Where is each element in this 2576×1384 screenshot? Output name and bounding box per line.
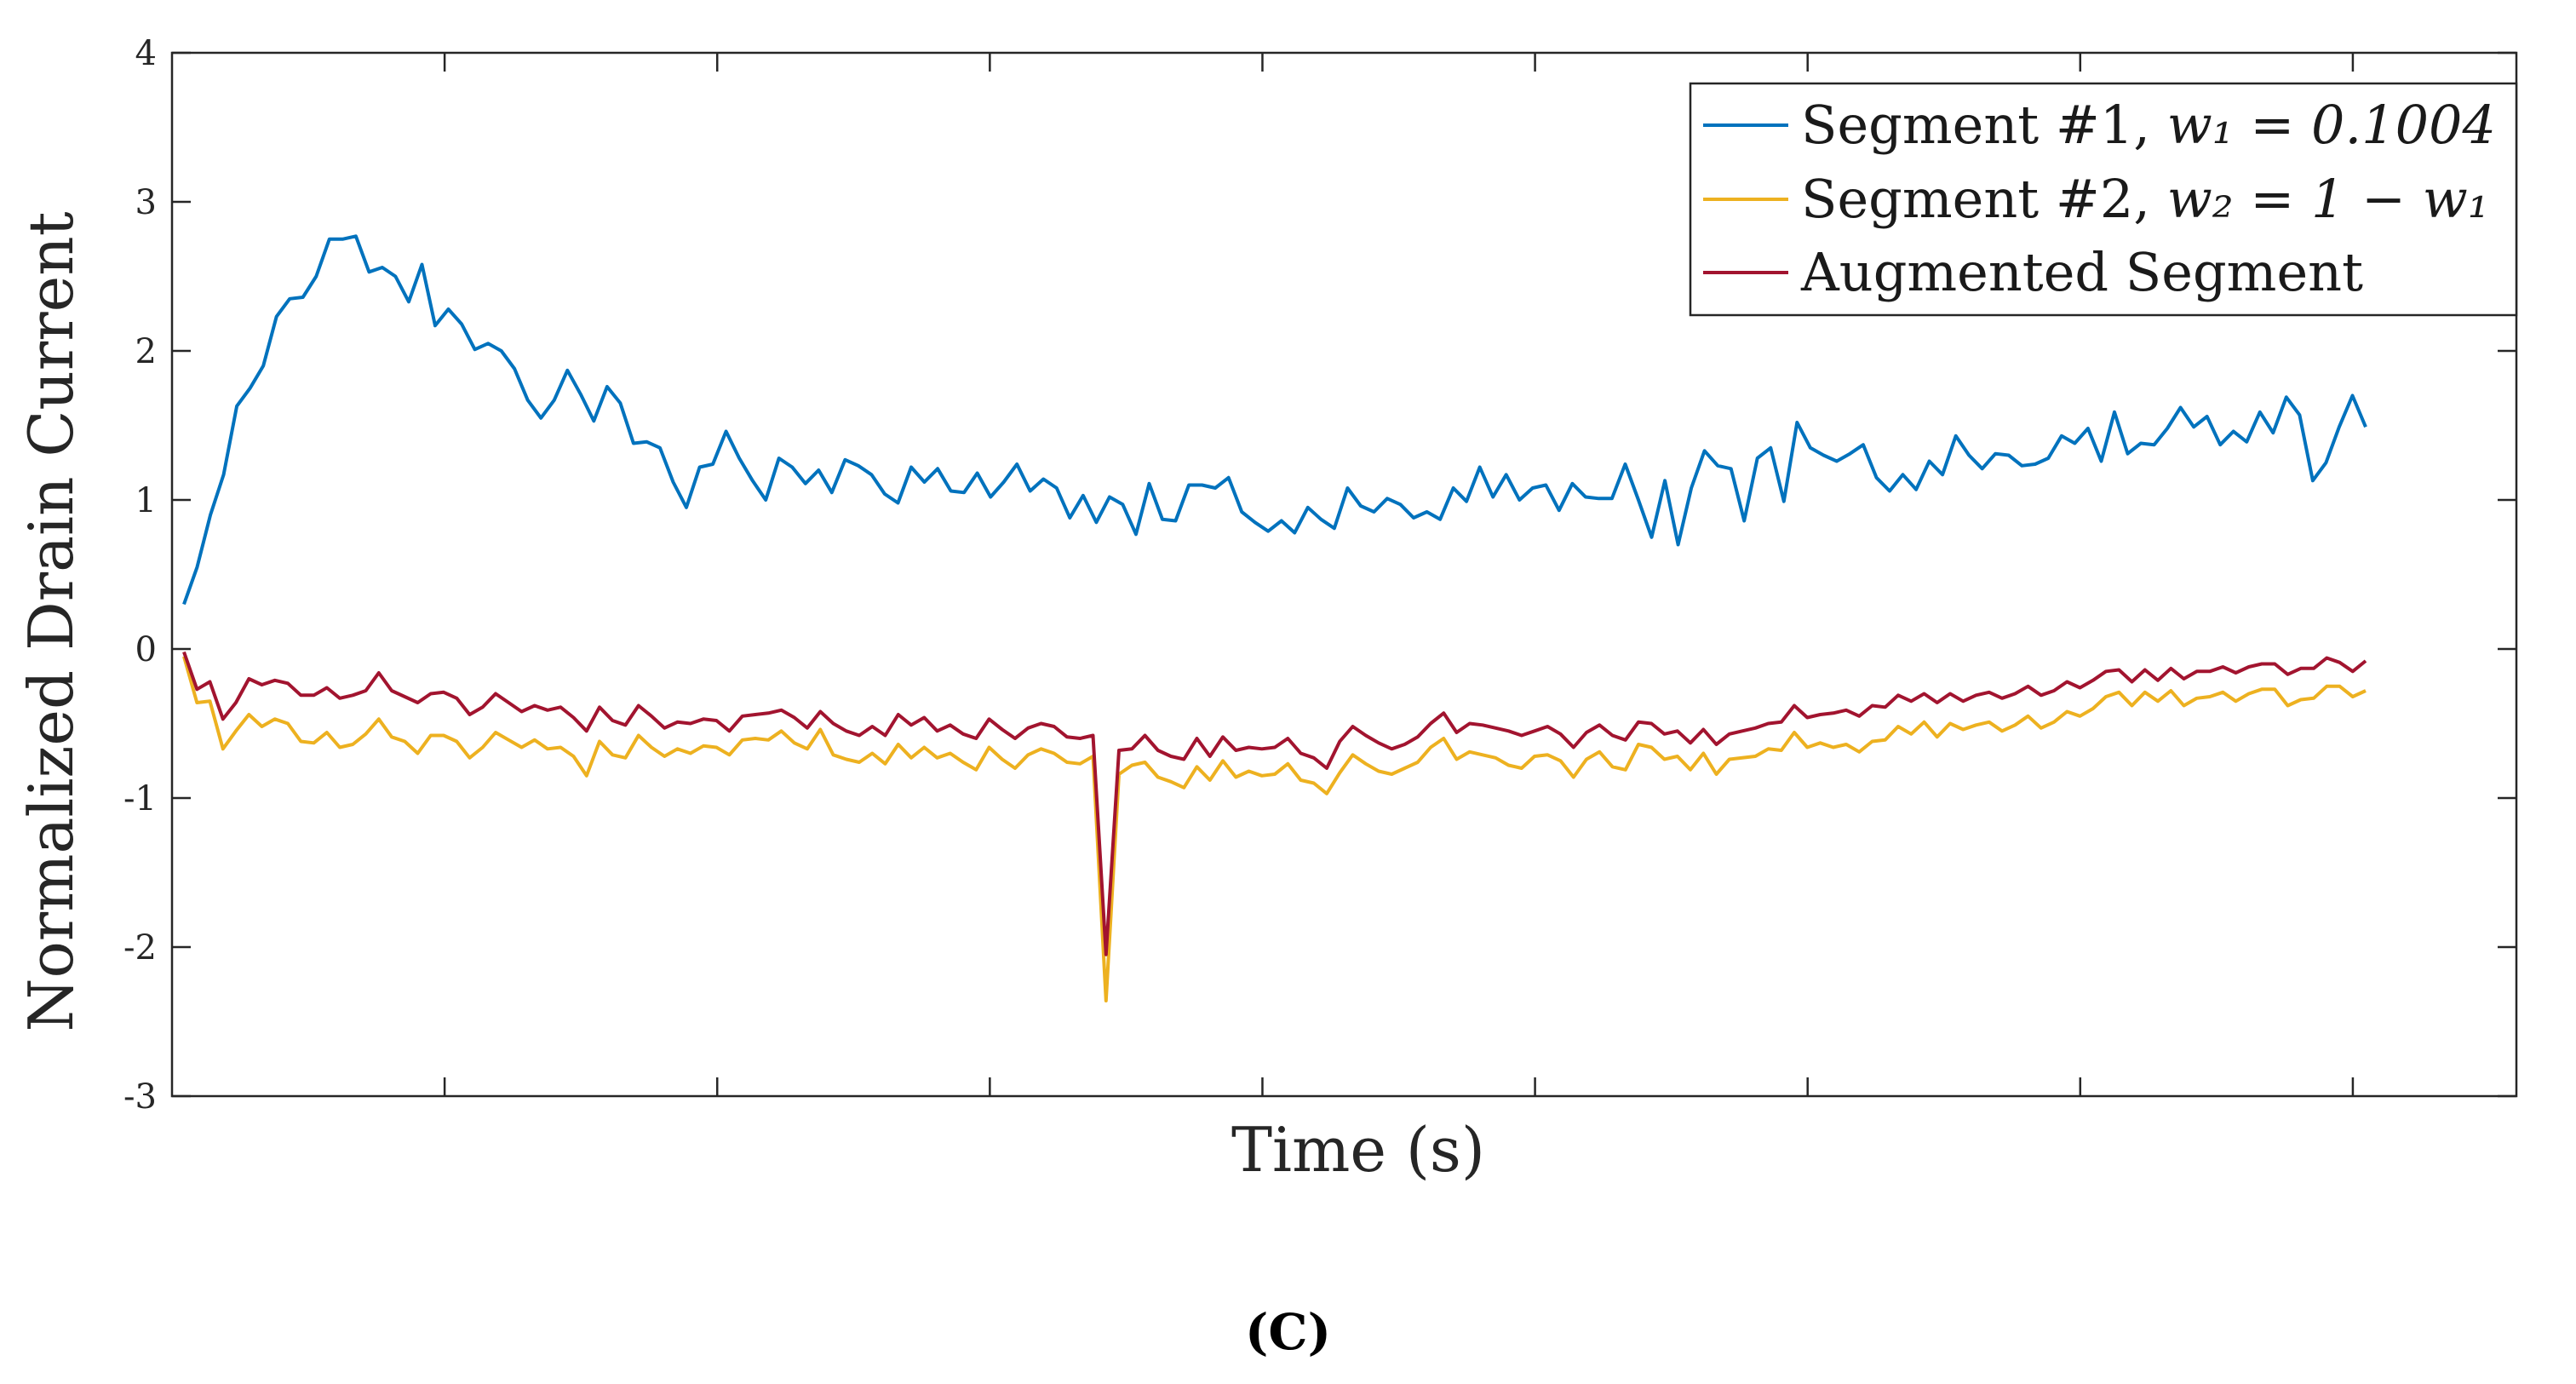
series-line-segment-2: [182, 656, 2367, 1002]
series-line-segment-1: [182, 234, 2367, 606]
y-tick-label: -1: [123, 779, 157, 818]
panel-label: (C): [1244, 1303, 1332, 1361]
y-tick-label: -3: [123, 1077, 157, 1117]
y-tick-label: 0: [135, 630, 157, 669]
plot-area-border: [170, 51, 2518, 1098]
y-axis-ticks: -3 -2 -1 0 1 2 3 4: [123, 34, 2516, 1117]
plot-frame: [170, 51, 2518, 1098]
legend: Segment #1, w₁ = 0.1004 Segment #2, w₂ =…: [1689, 82, 2518, 317]
legend-label-segment-1: Segment #1, w₁ = 0.1004: [1801, 94, 2496, 156]
y-tick-label: 2: [135, 332, 157, 371]
y-tick-label: -2: [123, 928, 157, 968]
legend-label-augmented: Augmented Segment: [1800, 241, 2363, 303]
y-tick-label: 3: [135, 183, 157, 222]
series-line-augmented-segment: [182, 651, 2367, 956]
legend-box: [1689, 82, 2518, 317]
x-axis-ticks: [443, 53, 2355, 1096]
series-layer: [182, 234, 2367, 1002]
y-axis-label: Normalized Drain Current: [15, 211, 87, 1031]
y-tick-label: 4: [135, 34, 157, 73]
x-axis-label: Time (s): [1231, 1114, 1485, 1186]
legend-label-segment-2: Segment #2, w₂ = 1 − w₁: [1801, 168, 2489, 230]
y-tick-label: 1: [135, 481, 157, 520]
